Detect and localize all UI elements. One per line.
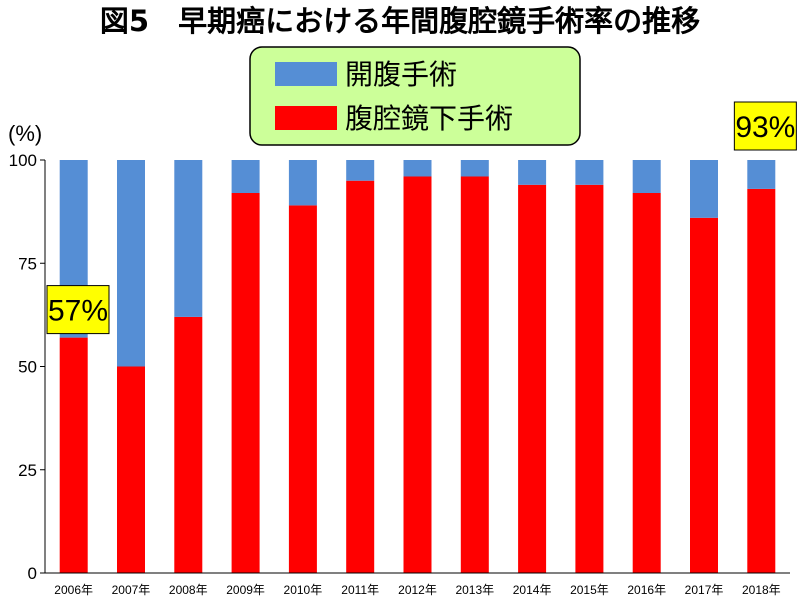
callout-box [46,285,110,335]
x-tick-label: 2018年 [742,583,781,597]
y-tick-label: 75 [18,254,37,273]
bar-laparoscopic-2 [174,316,203,573]
x-tick-label: 2012年 [398,583,437,597]
bar-laparoscopic-11 [690,217,718,574]
x-tick-label: 2015年 [570,583,609,597]
x-axis-labels: 2006年 2007年 2008年 2009年 2010年 2011年 2012年 2013年… [54,583,780,597]
y-tick-label: 100 [9,151,37,170]
bar-laparoscopic-5 [346,180,375,573]
x-tick-label: 2009年 [226,583,265,597]
legend-swatch-open-surgery [275,62,337,86]
legend-label-open-surgery: 開腹手術 [345,58,457,91]
x-tick-label: 2008年 [169,583,208,597]
y-axis-unit: (%) [8,121,42,146]
callout-label: 57% [48,295,108,328]
callout-box [733,101,797,151]
bar-laparoscopic-8 [518,184,547,574]
bar-open-surgery-3 [231,160,260,193]
bar-laparoscopic-3 [231,193,260,573]
legend-swatch-laparoscopic [275,106,337,130]
bar-open-surgery-7 [460,160,489,177]
legend: 開腹手術 腹腔鏡下手術 [249,46,581,146]
bar-open-surgery-9 [575,160,604,185]
callouts: 57% 93% [46,101,797,335]
x-tick-label: 2014年 [513,583,552,597]
y-tick-label: 0 [28,564,37,583]
x-tick-label: 2016年 [627,583,666,597]
x-tick-label: 2017年 [685,583,724,597]
y-tick-label: 50 [18,358,37,377]
bar-laparoscopic-9 [575,184,604,574]
chart-title: 図5 早期癌における年間腹腔鏡手術率の推移 [100,4,700,38]
y-tick-label: 25 [18,461,37,480]
bar-laparoscopic-7 [460,176,489,573]
callout-label: 93% [735,111,795,144]
bar-open-surgery-2 [174,160,203,317]
bar-open-surgery-10 [632,160,661,193]
bar-open-surgery-11 [690,160,718,218]
bar-laparoscopic-1 [117,366,145,573]
bar-laparoscopic-0 [59,337,88,573]
bar-open-surgery-8 [518,160,547,185]
x-tick-label: 2013年 [455,583,494,597]
bar-open-surgery-5 [346,160,375,181]
y-axis-ticks: 0 25 50 75 100 [9,151,45,583]
x-tick-label: 2010年 [284,583,323,597]
bar-open-surgery-1 [117,160,145,367]
bar-laparoscopic-10 [632,193,661,573]
legend-label-laparoscopic: 腹腔鏡下手術 [345,102,513,135]
bar-open-surgery-4 [288,160,317,206]
x-tick-label: 2007年 [112,583,151,597]
bar-open-surgery-12 [747,160,776,189]
bar-laparoscopic-4 [288,205,317,573]
bar-open-surgery-6 [403,160,432,177]
x-tick-label: 2006年 [54,583,93,597]
bar-laparoscopic-12 [747,188,776,573]
bar-laparoscopic-6 [403,176,432,573]
x-tick-label: 2011年 [341,583,379,597]
plot-area [59,160,776,574]
